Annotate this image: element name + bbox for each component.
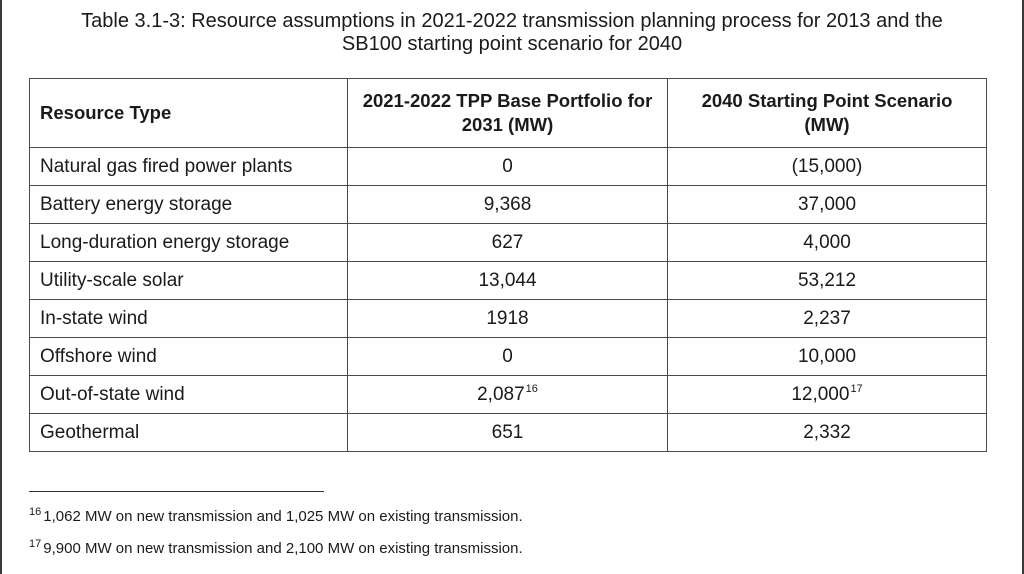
resource-type-cell: Out-of-state wind [29, 375, 348, 414]
footnote-16: 16 1,062 MW on new transmission and 1,025… [29, 506, 523, 526]
cell-value: 2,237 [803, 307, 851, 329]
footnote-marker: 16 [29, 506, 42, 518]
footnote-marker: 17 [29, 538, 42, 550]
base-portfolio-2031-cell: 627 [347, 223, 668, 262]
table-row: Out-of-state wind 2,08716 12,00017 [29, 375, 987, 414]
cell-value: 2,332 [803, 421, 851, 443]
starting-point-2040-cell: 4,000 [667, 223, 987, 262]
cell-value: 12,000 [791, 383, 850, 405]
cell-value: 0 [502, 155, 513, 177]
cell-value: (15,000) [791, 155, 863, 177]
starting-point-2040-cell: 2,237 [667, 299, 987, 338]
cell-value: 651 [491, 421, 524, 443]
base-portfolio-2031-cell: 2,08716 [347, 375, 668, 414]
starting-point-2040-cell: 2,332 [667, 413, 987, 452]
starting-point-2040-cell: 53,212 [667, 261, 987, 300]
resource-type-cell: In-state wind [29, 299, 348, 338]
starting-point-2040-cell: 12,00017 [667, 375, 987, 414]
table-row: Battery energy storage 9,368 37,000 [29, 185, 987, 224]
cell-value: 1918 [486, 307, 529, 329]
base-portfolio-2031-cell: 0 [347, 337, 668, 376]
cell-value: 9,368 [483, 193, 532, 215]
table-caption-line-1: Table 3.1-3: Resource assumptions in 202… [81, 10, 943, 32]
cell-value: 13,044 [478, 269, 537, 291]
starting-point-2040-cell: (15,000) [667, 147, 987, 186]
cell-value: 53,212 [797, 269, 857, 291]
footnote-text: 1,062 MW on new transmission and 1,025 M… [43, 508, 523, 525]
starting-point-2040-cell: 37,000 [667, 185, 987, 224]
header-resource-type: Resource Type [29, 78, 348, 148]
resource-type-cell: Natural gas fired power plants [29, 147, 348, 186]
footnote-reference: 16 [525, 383, 538, 396]
table-row: Natural gas fired power plants 0 (15,000) [29, 147, 987, 186]
footnote-divider [29, 491, 324, 492]
table-row: Offshore wind 0 10,000 [29, 337, 987, 376]
cell-value: 2,087 [477, 383, 525, 405]
cell-value: 4,000 [803, 231, 851, 253]
base-portfolio-2031-cell: 13,044 [347, 261, 668, 300]
table-row: Utility-scale solar 13,044 53,212 [29, 261, 987, 300]
resource-type-cell: Geothermal [29, 413, 348, 452]
footnote-17: 17 9,900 MW on new transmission and 2,100… [29, 538, 523, 558]
header-base-portfolio-2031: 2021-2022 TPP Base Portfolio for 2031 (M… [347, 78, 668, 148]
footnote-text: 9,900 MW on new transmission and 2,100 M… [43, 540, 523, 557]
cell-value: 10,000 [797, 345, 857, 367]
footnote-reference: 17 [850, 383, 863, 396]
resource-type-cell: Long-duration energy storage [29, 223, 348, 262]
table-caption-line-2: SB100 starting point scenario for 2040 [341, 33, 683, 55]
base-portfolio-2031-cell: 0 [347, 147, 668, 186]
resource-type-cell: Offshore wind [29, 337, 348, 376]
starting-point-2040-cell: 10,000 [667, 337, 987, 376]
resource-assumptions-table: Resource Type 2021-2022 TPP Base Portfol… [29, 78, 987, 452]
base-portfolio-2031-cell: 9,368 [347, 185, 668, 224]
table-row: In-state wind 1918 2,237 [29, 299, 987, 338]
base-portfolio-2031-cell: 1918 [347, 299, 668, 338]
header-starting-point-2040: 2040 Starting Point Scenario (MW) [667, 78, 987, 148]
table-body: Natural gas fired power plants 0 (15,000) B… [29, 147, 987, 452]
cell-value: 0 [502, 345, 513, 367]
cell-value: 37,000 [797, 193, 857, 215]
cell-value: 627 [491, 231, 524, 253]
resource-type-cell: Utility-scale solar [29, 261, 348, 300]
base-portfolio-2031-cell: 651 [347, 413, 668, 452]
table-header-row: Resource Type 2021-2022 TPP Base Portfol… [29, 78, 987, 148]
table-row: Geothermal 651 2,332 [29, 413, 987, 452]
resource-type-cell: Battery energy storage [29, 185, 348, 224]
table-row: Long-duration energy storage 627 4,000 [29, 223, 987, 262]
